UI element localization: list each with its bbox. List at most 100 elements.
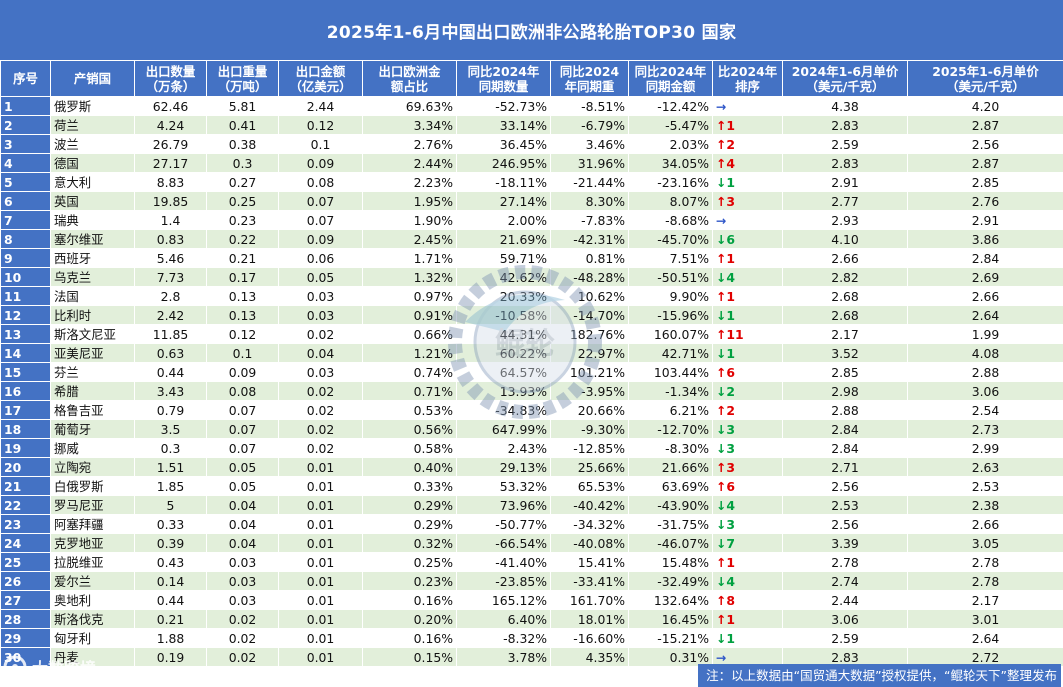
cell-seq: 13 bbox=[0, 324, 51, 344]
cell-seq: 1 bbox=[0, 96, 51, 116]
cell-share: 3.34% bbox=[362, 115, 457, 135]
cell-price-2024: 2.93 bbox=[782, 210, 908, 230]
table-row: 2 荷兰 4.24 0.41 0.12 3.34% 33.14% -6.79% -5.47% ↑1… bbox=[0, 115, 1063, 135]
cell-amount: 0.12 bbox=[278, 115, 363, 135]
rank-change-value: 3 bbox=[726, 193, 736, 209]
cell-price-2024: 2.66 bbox=[782, 248, 908, 268]
cell-price-2025: 2.78 bbox=[907, 552, 1063, 572]
table-row: 21 白俄罗斯 1.85 0.05 0.01 0.33% 53.32% 65.53% 63.69… bbox=[0, 476, 1063, 496]
table-row: 27 奥地利 0.44 0.03 0.01 0.16% 165.12% 161.70% 132.… bbox=[0, 590, 1063, 610]
cell-price-2025: 2.78 bbox=[907, 571, 1063, 591]
cell-share: 0.97% bbox=[362, 286, 457, 306]
cell-seq: 11 bbox=[0, 286, 51, 306]
cell-qty: 1.85 bbox=[134, 476, 207, 496]
table-row: 3 波兰 26.79 0.38 0.1 2.76% 36.45% 3.46% 2.03% ↑2 2.… bbox=[0, 134, 1063, 154]
cell-price-2025: 3.05 bbox=[907, 533, 1063, 553]
cell-yoy-qty: 29.13% bbox=[456, 457, 551, 477]
rank-down-arrow-icon: ↓ bbox=[716, 174, 727, 190]
cell-amount: 0.03 bbox=[278, 286, 363, 306]
cell-price-2025: 2.56 bbox=[907, 134, 1063, 154]
cell-amount: 0.01 bbox=[278, 609, 363, 629]
table-row: 22 罗马尼亚 5 0.04 0.01 0.29% 73.96% -40.42% -43.90%… bbox=[0, 495, 1063, 515]
cell-price-2024: 2.91 bbox=[782, 172, 908, 192]
col-header-yoy-weight: 同比2024 年同期重 bbox=[550, 60, 629, 97]
cell-price-2025: 2.64 bbox=[907, 628, 1063, 648]
cell-amount: 0.02 bbox=[278, 438, 363, 458]
table-row: 25 拉脱维亚 0.43 0.03 0.01 0.25% -41.40% 15.41% 15.4… bbox=[0, 552, 1063, 572]
cell-yoy-qty: 165.12% bbox=[456, 590, 551, 610]
table-body: 1 俄罗斯 62.46 5.81 2.44 69.63% -52.73% -8.51% -12.… bbox=[0, 96, 1063, 667]
rank-down-arrow-icon: ↓ bbox=[716, 421, 727, 437]
cell-yoy-weight: -33.41% bbox=[550, 571, 629, 591]
cell-yoy-weight: 31.96% bbox=[550, 153, 629, 173]
cell-price-2025: 2.17 bbox=[907, 590, 1063, 610]
cell-yoy-amount: -43.90% bbox=[628, 495, 713, 515]
cell-weight: 0.21 bbox=[206, 248, 279, 268]
cell-weight: 0.03 bbox=[206, 552, 279, 572]
cell-seq: 12 bbox=[0, 305, 51, 325]
rank-down-arrow-icon: ↓ bbox=[716, 573, 727, 589]
cell-amount: 0.1 bbox=[278, 134, 363, 154]
table-row: 14 亚美尼亚 0.63 0.1 0.04 1.21% 60.22% 22.97% 42.71%… bbox=[0, 343, 1063, 363]
cell-amount: 0.01 bbox=[278, 628, 363, 648]
cell-price-2025: 2.64 bbox=[907, 305, 1063, 325]
cell-yoy-qty: 64.57% bbox=[456, 362, 551, 382]
rank-up-arrow-icon: ↑ bbox=[716, 611, 727, 627]
rank-up-arrow-icon: ↑ bbox=[716, 193, 727, 209]
cell-yoy-weight: -42.31% bbox=[550, 229, 629, 249]
col-header-share-line1: 出口欧洲金 bbox=[378, 63, 441, 79]
cell-yoy-weight: 3.46% bbox=[550, 134, 629, 154]
col-header-rank-change-line2: 排序 bbox=[735, 78, 760, 94]
cell-country: 白俄罗斯 bbox=[50, 476, 135, 496]
cell-yoy-amount: 16.45% bbox=[628, 609, 713, 629]
cell-share: 0.71% bbox=[362, 381, 457, 401]
cell-country: 俄罗斯 bbox=[50, 96, 135, 116]
cell-seq: 24 bbox=[0, 533, 51, 553]
cell-share: 2.76% bbox=[362, 134, 457, 154]
rank-up-arrow-icon: ↑ bbox=[716, 326, 727, 342]
cell-amount: 0.01 bbox=[278, 457, 363, 477]
cell-share: 1.21% bbox=[362, 343, 457, 363]
rank-change-value: 2 bbox=[726, 136, 736, 152]
cell-country: 爱尔兰 bbox=[50, 571, 135, 591]
cell-weight: 0.25 bbox=[206, 191, 279, 211]
rank-change-value: 1 bbox=[726, 288, 736, 304]
cell-country: 奥地利 bbox=[50, 590, 135, 610]
cell-yoy-weight: -8.51% bbox=[550, 96, 629, 116]
table-row: 26 爱尔兰 0.14 0.03 0.01 0.23% -23.85% -33.41% -32.… bbox=[0, 571, 1063, 591]
cell-price-2024: 3.52 bbox=[782, 343, 908, 363]
cell-yoy-weight: 161.70% bbox=[550, 590, 629, 610]
cell-amount: 0.02 bbox=[278, 381, 363, 401]
cell-seq: 30 bbox=[0, 647, 51, 667]
rank-change-value: 1 bbox=[726, 174, 736, 190]
cell-amount: 0.07 bbox=[278, 210, 363, 230]
rank-change-value: 1 bbox=[726, 630, 736, 646]
cell-rank-change: ↓3 bbox=[712, 419, 783, 439]
col-header-weight: 出口重量 （万吨） bbox=[206, 60, 279, 97]
cell-price-2024: 2.59 bbox=[782, 628, 908, 648]
cell-yoy-amount: 6.21% bbox=[628, 400, 713, 420]
cell-yoy-qty: -8.32% bbox=[456, 628, 551, 648]
cell-country: 立陶宛 bbox=[50, 457, 135, 477]
cell-weight: 0.07 bbox=[206, 419, 279, 439]
cell-rank-change: ↓1 bbox=[712, 343, 783, 363]
cell-qty: 0.14 bbox=[134, 571, 207, 591]
table-row: 17 格鲁吉亚 0.79 0.07 0.02 0.53% -34.83% 20.66% 6.21… bbox=[0, 400, 1063, 420]
col-header-price-2025: 2025年1-6月单价 （美元/千克） bbox=[907, 60, 1063, 97]
cell-share: 0.32% bbox=[362, 533, 457, 553]
col-header-qty: 出口数量 （万条） bbox=[134, 60, 207, 97]
cell-share: 0.16% bbox=[362, 590, 457, 610]
cell-yoy-qty: 6.40% bbox=[456, 609, 551, 629]
col-header-weight-line1: 出口重量 bbox=[217, 63, 268, 79]
col-header-yoy-amount-line2: 同期金额 bbox=[645, 78, 696, 94]
cell-rank-change: ↑11 bbox=[712, 324, 783, 344]
cell-yoy-amount: -50.51% bbox=[628, 267, 713, 287]
cell-rank-change: → bbox=[712, 210, 783, 230]
cell-yoy-amount: 2.03% bbox=[628, 134, 713, 154]
table-row: 6 英国 19.85 0.25 0.07 1.95% 27.14% 8.30% 8.07% ↑3 2… bbox=[0, 191, 1063, 211]
cell-weight: 0.02 bbox=[206, 647, 279, 667]
rank-flat-arrow-icon: → bbox=[716, 212, 727, 228]
cell-price-2025: 2.84 bbox=[907, 248, 1063, 268]
cell-weight: 0.04 bbox=[206, 514, 279, 534]
cell-weight: 5.81 bbox=[206, 96, 279, 116]
